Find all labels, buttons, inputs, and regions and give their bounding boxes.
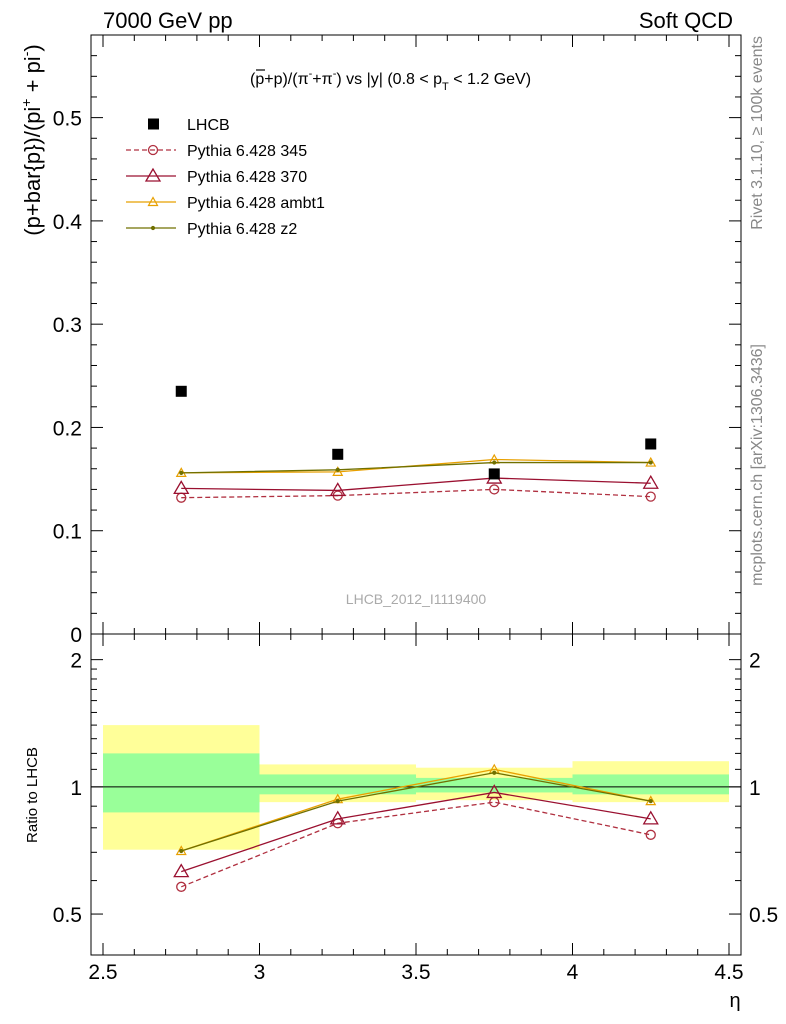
main-panel: 00.10.20.30.40.5 (p+bar{p})/(pi+ + pi-) … — [18, 34, 742, 647]
ratio-point-pythia-6-428-z2 — [179, 848, 184, 854]
legend-label: Pythia 6.428 345 — [187, 143, 307, 160]
lhcb-data-point — [645, 438, 657, 450]
ratio-uncertainty-band-inner — [259, 774, 416, 795]
main-plot-content — [173, 385, 659, 503]
ratio-point-pythia-6-428-345 — [645, 829, 656, 840]
legend-symbol-pythia-6-428-345 — [147, 144, 159, 156]
legend-item-pythia-6-428-z2: Pythia 6.428 z2 — [126, 221, 297, 238]
main-y-tick-labels: 0 0.1 0.2 0.3 0.4 0.5 — [53, 108, 83, 647]
ratio-line-pythia-6-428-z2 — [181, 772, 651, 852]
main-y-tick-label: 0.1 — [53, 521, 82, 544]
plot-title-text: (p+p)/(π-+π-) vs |y| (0.8 < pT < 1.2 GeV… — [250, 68, 531, 93]
main-y-tick-label: 0 — [70, 624, 82, 647]
ratio-line-pythia-6-428-370 — [181, 791, 651, 873]
legend-item-lhcb: LHCB — [148, 117, 230, 134]
legend-label: Pythia 6.428 ambt1 — [187, 195, 325, 212]
main-point-pythia-6-428-ambt1 — [332, 466, 344, 476]
ratio-line-pythia-6-428-345 — [181, 801, 651, 888]
legend-symbol-lhcb — [148, 118, 159, 130]
legend-label: Pythia 6.428 370 — [187, 169, 307, 186]
main-y-tick-label: 0.2 — [53, 417, 82, 440]
main-point-pythia-6-428-z2 — [335, 467, 340, 472]
main-line-pythia-6-428-z2 — [181, 461, 651, 474]
x-tick-label: 4.5 — [714, 961, 743, 984]
main-point-pythia-6-428-370 — [329, 482, 346, 497]
legend-symbol-pythia-6-428-z2 — [150, 225, 156, 231]
mcplots-label: mcplots.cern.ch [arXiv:1306.3436] — [749, 344, 766, 586]
main-series-pythia-6-428-z2 — [179, 460, 653, 475]
rivet-version-label: Rivet 3.1.10, ≥ 100k events — [749, 36, 766, 230]
ratio-series-pythia-6-428-370 — [173, 784, 659, 878]
ratio-point-pythia-6-428-370 — [642, 810, 659, 825]
main-line-pythia-6-428-370 — [181, 477, 651, 492]
main-point-pythia-6-428-z2 — [492, 460, 497, 465]
legend-item-pythia-6-428-370: Pythia 6.428 370 — [126, 167, 307, 186]
ratio-y-tick-label: 2 — [70, 650, 82, 673]
x-tick-label: 3 — [254, 961, 266, 984]
ratio-axis-ticks — [91, 634, 741, 955]
ratio-y-tick-label: 1 — [70, 777, 82, 800]
ratio-point-pythia-6-428-z2 — [492, 770, 497, 775]
ratio-line-pythia-6-428-ambt1 — [181, 768, 651, 852]
ratio-uncertainty-band-inner — [103, 753, 260, 813]
header-left-label: 7000 GeV pp — [103, 8, 233, 33]
main-y-tick-label: 0.3 — [53, 314, 82, 337]
legend-symbol-pythia-6-428-ambt1 — [147, 196, 159, 207]
main-point-pythia-6-428-345 — [489, 484, 500, 495]
ratio-point-pythia-6-428-370 — [329, 810, 346, 825]
main-plot-title: (p+p)/(π-+π-) vs |y| (0.8 < pT < 1.2 GeV… — [250, 68, 531, 93]
ratio-point-pythia-6-428-z2 — [335, 799, 340, 804]
main-y-tick-label: 0.5 — [53, 108, 82, 131]
legend: LHCB Pythia 6.428 345 Pythia 6.428 370 Pyth… — [126, 117, 325, 238]
legend-item-pythia-6-428-ambt1: Pythia 6.428 ambt1 — [126, 195, 325, 212]
legend-label: Pythia 6.428 z2 — [187, 221, 297, 238]
ratio-series-pythia-6-428-z2 — [179, 770, 653, 854]
lhcb-data-point — [175, 385, 187, 397]
main-point-pythia-6-428-z2 — [179, 470, 184, 475]
main-line-pythia-6-428-345 — [181, 488, 651, 499]
ratio-uncertainty-band-inner — [572, 774, 729, 795]
ratio-point-pythia-6-428-370 — [173, 863, 190, 878]
main-axis-ticks — [91, 35, 741, 635]
x-tick-labels: 2.5 3 3.5 4 4.5 — [88, 961, 743, 984]
ratio-plot-content — [91, 725, 741, 892]
legend-item-pythia-6-428-345: Pythia 6.428 345 — [126, 143, 307, 160]
ratio-point-pythia-6-428-345 — [176, 881, 187, 892]
x-tick-label: 2.5 — [88, 961, 117, 984]
ratio-y-axis-title: Ratio to LHCB — [24, 747, 41, 843]
main-series-pythia-6-428-370 — [173, 469, 659, 497]
main-point-pythia-6-428-370 — [173, 480, 190, 495]
ratio-y-tick-labels: 0.5 0.5 1 1 2 2 — [53, 650, 778, 927]
ratio-panel: 0.5 0.5 1 1 2 2 2.5 3 3.5 4 4.5 Ratio to LHCB η — [24, 633, 778, 1012]
x-axis-title: η — [729, 990, 740, 1012]
main-y-axis-title: (p+bar{p})/(pi+ + pi-) — [18, 44, 45, 235]
x-tick-label: 3.5 — [401, 961, 430, 984]
main-y-tick-label: 0.4 — [53, 211, 83, 234]
ratio-y-tick-label-right: 0.5 — [749, 904, 778, 927]
x-tick-label: 4 — [567, 961, 579, 984]
main-point-pythia-6-428-370 — [642, 474, 659, 489]
ratio-y-tick-label: 0.5 — [53, 904, 82, 927]
legend-label: LHCB — [187, 117, 230, 134]
ratio-point-pythia-6-428-z2 — [648, 799, 653, 804]
ratio-y-tick-label-right: 2 — [749, 650, 761, 673]
header-right-label: Soft QCD — [639, 8, 733, 33]
lhcb-data-point — [332, 448, 344, 460]
ratio-y-tick-label-right: 1 — [749, 777, 761, 800]
main-point-pythia-6-428-z2 — [648, 460, 653, 465]
lhcb-data-point — [488, 468, 500, 480]
ratio-point-pythia-6-428-370 — [486, 784, 503, 799]
legend-symbol-pythia-6-428-370 — [144, 167, 162, 182]
main-series-pythia-6-428-345 — [176, 484, 656, 503]
analysis-watermark: LHCB_2012_I1119400 — [346, 591, 487, 607]
main-point-pythia-6-428-345 — [645, 491, 656, 502]
